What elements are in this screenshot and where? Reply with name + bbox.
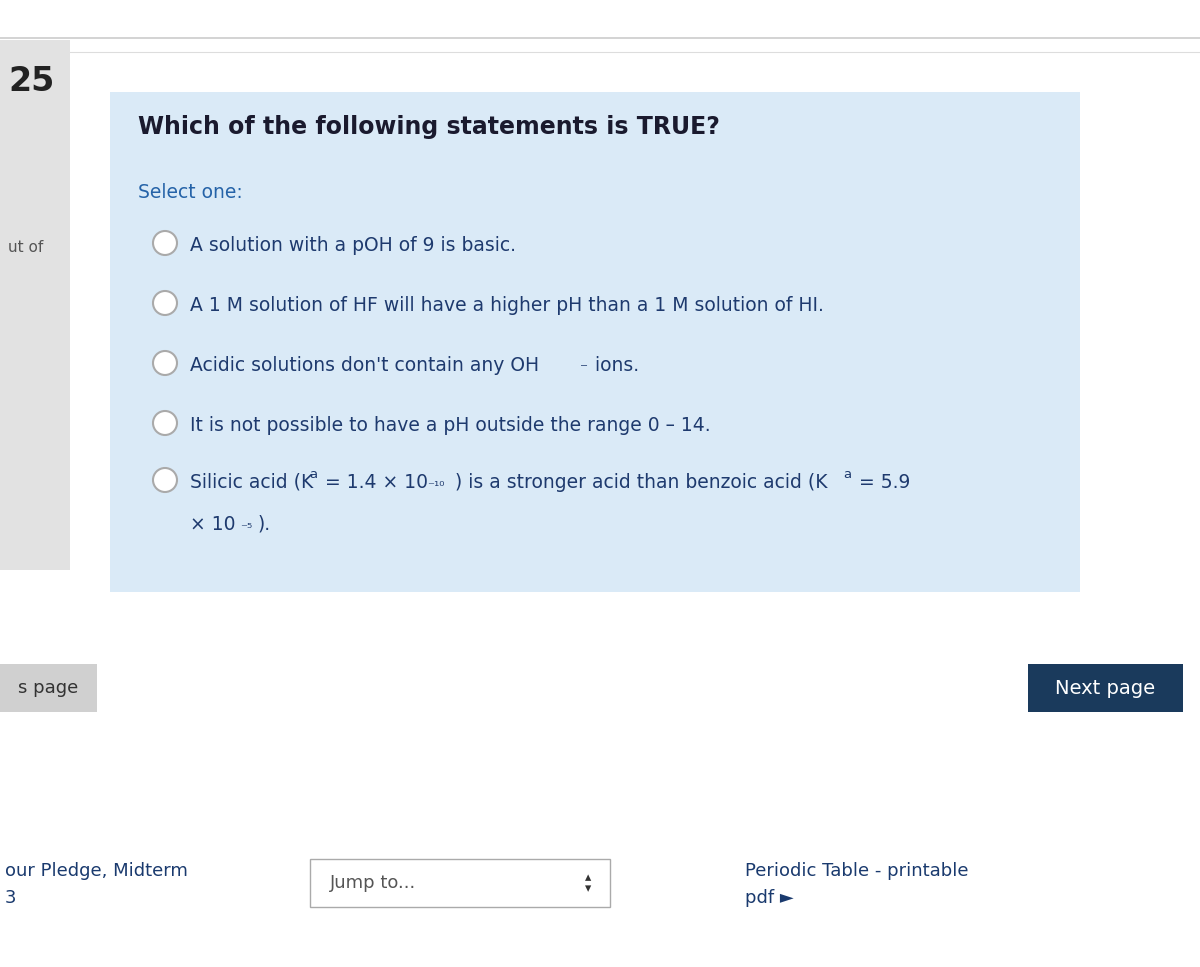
Text: Jump to...: Jump to... (330, 874, 416, 892)
Text: = 5.9: = 5.9 (853, 473, 911, 492)
Text: Which of the following statements is TRUE?: Which of the following statements is TRU… (138, 115, 720, 139)
Text: Acidic solutions don't contain any OH: Acidic solutions don't contain any OH (190, 356, 539, 375)
Text: ▴
▾: ▴ ▾ (584, 871, 592, 895)
Text: ) is a stronger acid than benzoic acid (K: ) is a stronger acid than benzoic acid (… (455, 473, 828, 492)
Text: = 1.4 × 10: = 1.4 × 10 (319, 473, 428, 492)
Text: ).: ). (258, 515, 271, 534)
Text: Silicic acid (K: Silicic acid (K (190, 473, 313, 492)
Circle shape (154, 291, 178, 315)
FancyBboxPatch shape (0, 664, 97, 712)
Text: ⁻¹⁰: ⁻¹⁰ (427, 480, 444, 493)
Text: It is not possible to have a pH outside the range 0 – 14.: It is not possible to have a pH outside … (190, 416, 710, 435)
Text: Next page: Next page (1056, 679, 1156, 697)
Circle shape (154, 411, 178, 435)
FancyBboxPatch shape (1028, 664, 1183, 712)
Text: ut of: ut of (8, 240, 43, 255)
Text: a: a (310, 468, 317, 481)
Text: ions.: ions. (589, 356, 640, 375)
FancyBboxPatch shape (310, 859, 610, 907)
Text: our Pledge, Midterm: our Pledge, Midterm (5, 862, 188, 880)
Text: ⁻: ⁻ (580, 361, 588, 376)
Text: A solution with a pOH of 9 is basic.: A solution with a pOH of 9 is basic. (190, 236, 516, 255)
Circle shape (154, 351, 178, 375)
Circle shape (154, 468, 178, 492)
FancyBboxPatch shape (0, 40, 70, 570)
Text: 25: 25 (8, 65, 54, 98)
Text: s page: s page (18, 679, 79, 697)
Text: 3: 3 (5, 889, 17, 907)
Circle shape (154, 231, 178, 255)
Text: A 1 M solution of HF will have a higher pH than a 1 M solution of HI.: A 1 M solution of HF will have a higher … (190, 296, 824, 315)
Text: × 10: × 10 (190, 515, 235, 534)
Text: Periodic Table - printable: Periodic Table - printable (745, 862, 968, 880)
Text: Select one:: Select one: (138, 183, 242, 202)
FancyBboxPatch shape (110, 92, 1080, 592)
Text: pdf ►: pdf ► (745, 889, 793, 907)
Text: ⁻⁵: ⁻⁵ (240, 522, 252, 535)
Text: a: a (842, 468, 851, 481)
